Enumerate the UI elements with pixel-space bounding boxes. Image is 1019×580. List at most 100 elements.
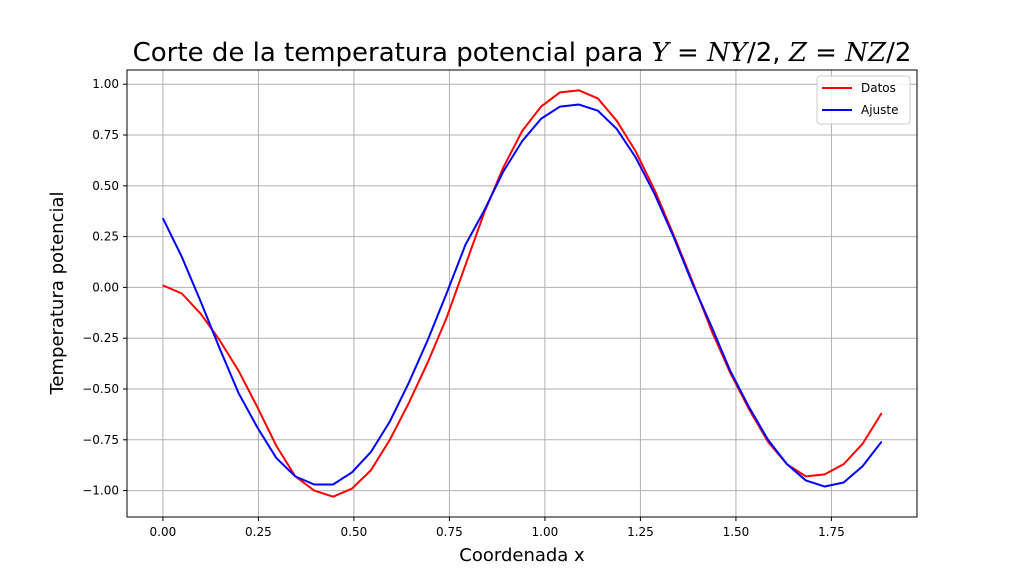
- data-point-ajuste: [672, 236, 675, 238]
- data-point-ajuste: [861, 465, 864, 467]
- x-tick-label: 0.50: [341, 525, 368, 539]
- x-tick-label: 1.75: [818, 525, 845, 539]
- data-point-ajuste: [786, 463, 788, 465]
- data-point-ajuste: [389, 420, 391, 423]
- data-point-ajuste: [313, 483, 315, 486]
- data-point-datos: [616, 120, 618, 122]
- data-point-ajuste: [162, 217, 164, 219]
- data-point-ajuste: [691, 282, 693, 284]
- data-point-ajuste: [200, 301, 202, 303]
- data-point-ajuste: [237, 392, 240, 394]
- data-point-ajuste: [332, 483, 334, 486]
- legend-label-ajuste: Ajuste: [861, 103, 899, 117]
- data-point-ajuste: [521, 140, 523, 142]
- data-point-datos: [540, 105, 542, 108]
- data-point-datos: [408, 402, 410, 404]
- data-point-ajuste: [256, 427, 259, 429]
- data-point-datos: [181, 292, 183, 295]
- data-point-datos: [200, 313, 202, 315]
- plot-frame: [126, 69, 918, 518]
- data-point-datos: [256, 406, 259, 408]
- data-point-ajuste: [559, 105, 561, 108]
- data-point-datos: [861, 443, 864, 445]
- data-point-datos: [635, 150, 637, 152]
- chart-title-math-y: Y: [652, 38, 672, 68]
- data-point-datos: [805, 475, 807, 477]
- data-point-ajuste: [275, 457, 277, 459]
- data-point-ajuste: [597, 110, 599, 112]
- y-axis: −1.00 −0.75 −0.50 −0.25 0.00 0.25 0.50 0.75 1.00: [82, 77, 127, 498]
- y-tick-label: 1.00: [92, 77, 119, 91]
- data-point-ajuste: [351, 471, 353, 473]
- y-tick-label: −1.00: [82, 484, 119, 498]
- data-point-datos: [880, 412, 883, 414]
- x-tick-label: 0.00: [150, 525, 177, 539]
- data-point-ajuste: [464, 244, 467, 246]
- series-layer: [162, 89, 883, 498]
- data-point-ajuste: [219, 347, 221, 349]
- data-point-ajuste: [370, 451, 372, 453]
- chart-title-math-nz: NZ: [844, 38, 887, 68]
- data-point-ajuste: [710, 325, 712, 327]
- data-point-datos: [237, 370, 240, 372]
- legend-label-datos: Datos: [861, 81, 896, 95]
- data-point-ajuste: [824, 485, 826, 488]
- data-point-ajuste: [408, 382, 410, 384]
- y-tick-label: −0.25: [82, 331, 119, 345]
- data-point-datos: [502, 166, 504, 169]
- data-point-datos: [597, 97, 599, 100]
- data-point-datos: [824, 473, 826, 475]
- data-point-ajuste: [427, 339, 429, 341]
- chart-title-math-ny: NY: [706, 38, 750, 68]
- chart-title-math-z: Z: [788, 38, 808, 68]
- data-point-datos: [559, 91, 561, 93]
- data-point-ajuste: [653, 193, 656, 195]
- data-point-datos: [162, 284, 164, 286]
- chart-title-eq2: =: [807, 38, 845, 68]
- y-tick-label: −0.50: [82, 382, 119, 396]
- x-axis: 0.00 0.25 0.50 0.75 1.00 1.25 1.50 1.75: [150, 517, 845, 539]
- data-point-datos: [351, 487, 353, 490]
- data-point-ajuste: [767, 439, 769, 441]
- data-point-ajuste: [578, 103, 580, 106]
- data-point-ajuste: [502, 170, 504, 173]
- y-tick-label: 0.50: [92, 179, 119, 193]
- data-point-datos: [578, 89, 580, 91]
- data-point-datos: [389, 439, 391, 441]
- chart-title-eq1: =: [669, 38, 707, 68]
- data-point-datos: [275, 445, 277, 447]
- data-point-datos: [219, 339, 221, 341]
- x-tick-label: 0.25: [245, 525, 272, 539]
- x-tick-label: 1.25: [627, 525, 654, 539]
- data-point-ajuste: [748, 406, 750, 408]
- data-point-ajuste: [181, 256, 183, 258]
- data-point-ajuste: [635, 156, 637, 158]
- x-axis-label: Coordenada x: [459, 545, 585, 566]
- data-point-ajuste: [445, 292, 448, 295]
- y-tick-label: −0.75: [82, 433, 119, 447]
- data-point-ajuste: [294, 475, 296, 477]
- data-point-datos: [521, 130, 523, 132]
- chart-title: Corte de la temperatura potencial para Y…: [133, 38, 912, 68]
- grid: [127, 70, 917, 517]
- legend: Datos Ajuste: [816, 75, 911, 125]
- y-axis-label: Temperatura potencial: [47, 191, 68, 395]
- chart-title-div2: /2: [886, 38, 911, 68]
- y-tick-label: 0.00: [92, 280, 119, 294]
- data-point-datos: [843, 463, 845, 465]
- data-point-datos: [332, 496, 334, 498]
- data-point-ajuste: [616, 128, 618, 130]
- data-point-ajuste: [483, 209, 485, 211]
- data-point-datos: [445, 317, 448, 319]
- chart-title-prefix: Corte de la temperatura potencial para: [133, 38, 652, 68]
- data-point-ajuste: [880, 441, 883, 443]
- data-point-datos: [427, 361, 429, 364]
- data-point-datos: [464, 264, 467, 266]
- y-tick-label: 0.75: [92, 128, 119, 142]
- data-point-datos: [313, 489, 315, 492]
- data-point-ajuste: [805, 479, 807, 482]
- data-point-datos: [370, 469, 372, 471]
- x-tick-label: 1.00: [532, 525, 559, 539]
- x-tick-label: 1.50: [723, 525, 750, 539]
